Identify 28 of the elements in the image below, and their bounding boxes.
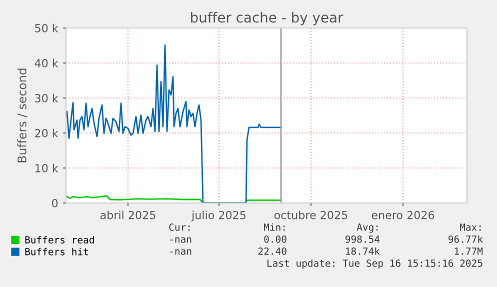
text: Avg: — [356, 224, 378, 233]
text: Max: — [460, 224, 481, 231]
text: Last update: Tue Sep 16 15:15:16 2025 — [267, 259, 482, 269]
y-tick-label: 50 k — [35, 24, 58, 32]
x-tick-label: octubre 2025 — [274, 210, 348, 220]
text: -nan — [170, 237, 192, 243]
line-series — [66, 44, 282, 203]
y-tick-label: 10 k — [35, 164, 58, 172]
chart-title: buffer cache - by year — [191, 12, 344, 26]
text: Min: — [264, 223, 285, 231]
text: Cur: — [169, 223, 190, 231]
x-tick-label: julio 2025 — [191, 210, 246, 222]
text: 18.74k — [346, 247, 380, 255]
text: 96.77k — [448, 235, 483, 243]
text: 0.00 — [264, 235, 286, 243]
y-tick-label: 40 k — [34, 58, 58, 68]
y-tick-label: 30 k — [35, 94, 58, 102]
y-tick-label: 20 k — [35, 128, 58, 138]
x-tick-label: abril 2025 — [100, 210, 156, 220]
legend-label: Buffers read — [25, 236, 94, 244]
text: -nan — [170, 249, 192, 255]
x-tick-label: enero 2026 — [372, 210, 434, 220]
legend-label: Buffers hit — [25, 248, 88, 256]
text: 22.40 — [258, 247, 286, 255]
y-axis-title: Buffers / second — [17, 68, 28, 162]
text: 1.77M — [454, 248, 483, 255]
y-tick-label: 0 — [52, 198, 58, 208]
text: 998.54 — [345, 235, 380, 243]
